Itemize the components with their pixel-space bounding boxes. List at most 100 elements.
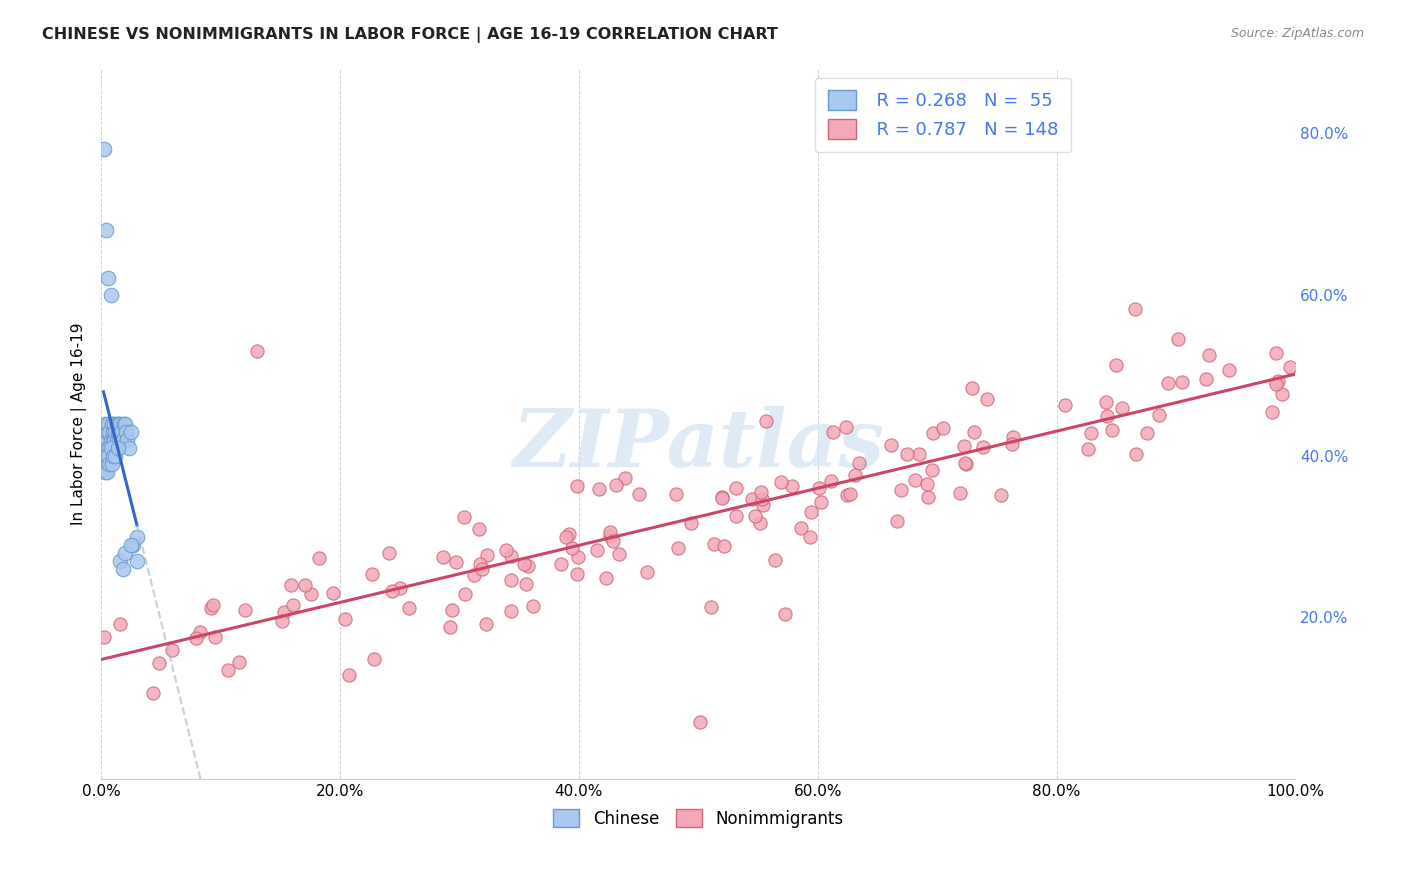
Point bbox=[599, 529, 621, 543]
Point bbox=[823, 425, 845, 439]
Point bbox=[790, 521, 813, 535]
Point bbox=[835, 420, 858, 434]
Text: Source: ZipAtlas.com: Source: ZipAtlas.com bbox=[1230, 27, 1364, 40]
Point bbox=[93, 417, 115, 431]
Point bbox=[1195, 372, 1218, 386]
Point bbox=[104, 441, 127, 455]
Point bbox=[381, 584, 404, 599]
Point bbox=[554, 530, 576, 544]
Point bbox=[550, 557, 572, 571]
Point bbox=[599, 524, 621, 539]
Point bbox=[117, 441, 139, 455]
Point bbox=[398, 600, 420, 615]
Point bbox=[565, 567, 588, 582]
Point bbox=[475, 548, 498, 562]
Point bbox=[921, 463, 943, 477]
Point bbox=[880, 438, 903, 452]
Point bbox=[713, 539, 735, 553]
Point bbox=[98, 457, 121, 471]
Point bbox=[93, 465, 115, 479]
Point bbox=[636, 566, 658, 580]
Point bbox=[1001, 437, 1024, 451]
Point bbox=[100, 433, 122, 447]
Point bbox=[105, 417, 128, 431]
Point bbox=[1077, 442, 1099, 457]
Text: ZIPatlas: ZIPatlas bbox=[512, 406, 884, 483]
Point bbox=[97, 271, 120, 285]
Point bbox=[763, 553, 786, 567]
Point bbox=[308, 550, 330, 565]
Point bbox=[689, 715, 711, 730]
Point bbox=[233, 602, 256, 616]
Point bbox=[280, 578, 302, 592]
Point bbox=[101, 457, 124, 471]
Point bbox=[820, 474, 842, 488]
Point bbox=[837, 488, 859, 502]
Point bbox=[97, 417, 120, 431]
Point bbox=[97, 449, 120, 463]
Point bbox=[602, 533, 624, 548]
Point bbox=[1123, 301, 1146, 316]
Point bbox=[228, 655, 250, 669]
Point bbox=[1111, 401, 1133, 415]
Point bbox=[1171, 376, 1194, 390]
Point bbox=[122, 538, 145, 552]
Point bbox=[932, 421, 955, 435]
Point bbox=[363, 652, 385, 666]
Point bbox=[955, 457, 977, 471]
Point bbox=[744, 509, 766, 524]
Point bbox=[270, 614, 292, 628]
Point bbox=[1261, 405, 1284, 419]
Point bbox=[111, 562, 134, 576]
Point bbox=[107, 441, 129, 455]
Point bbox=[378, 546, 401, 560]
Point bbox=[361, 567, 384, 582]
Point bbox=[110, 425, 132, 439]
Point bbox=[100, 441, 122, 455]
Point bbox=[120, 538, 142, 552]
Point bbox=[94, 449, 117, 463]
Point bbox=[1101, 424, 1123, 438]
Point bbox=[96, 441, 118, 455]
Point bbox=[1270, 387, 1292, 401]
Legend: Chinese, Nonimmigrants: Chinese, Nonimmigrants bbox=[546, 803, 851, 835]
Point bbox=[299, 586, 322, 600]
Point bbox=[114, 417, 136, 431]
Point bbox=[780, 479, 803, 493]
Point bbox=[1267, 374, 1289, 388]
Point bbox=[142, 686, 165, 700]
Point bbox=[922, 426, 945, 441]
Point bbox=[976, 392, 998, 406]
Point bbox=[588, 482, 610, 496]
Point bbox=[98, 441, 121, 455]
Point bbox=[217, 663, 239, 677]
Point bbox=[93, 630, 115, 644]
Point bbox=[101, 433, 124, 447]
Point bbox=[1095, 394, 1118, 409]
Point bbox=[949, 485, 972, 500]
Point bbox=[499, 573, 522, 587]
Point bbox=[755, 414, 778, 428]
Point bbox=[741, 492, 763, 507]
Point bbox=[963, 425, 986, 439]
Point bbox=[495, 543, 517, 558]
Point bbox=[1157, 376, 1180, 390]
Point bbox=[94, 449, 117, 463]
Point bbox=[104, 449, 127, 463]
Point bbox=[107, 417, 129, 431]
Point bbox=[101, 449, 124, 463]
Point bbox=[561, 541, 583, 556]
Point bbox=[110, 554, 132, 568]
Point bbox=[664, 487, 686, 501]
Point bbox=[595, 571, 617, 585]
Point bbox=[111, 433, 134, 447]
Point bbox=[98, 425, 121, 439]
Point bbox=[246, 344, 269, 359]
Point bbox=[613, 471, 636, 485]
Point bbox=[103, 433, 125, 447]
Point bbox=[101, 417, 124, 431]
Point bbox=[517, 558, 540, 573]
Point bbox=[468, 557, 491, 571]
Point bbox=[114, 546, 136, 560]
Point bbox=[1167, 332, 1189, 346]
